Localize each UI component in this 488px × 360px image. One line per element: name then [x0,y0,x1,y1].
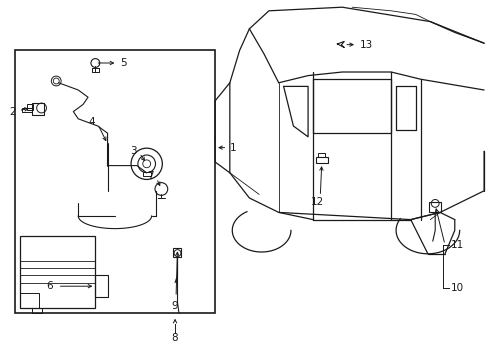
Text: 9: 9 [171,301,178,311]
Bar [318,153,325,157]
Bar [172,248,181,257]
Bar [32,103,44,115]
Text: 3: 3 [130,146,137,156]
Text: 1: 1 [229,143,236,153]
Text: 5: 5 [120,58,126,68]
Text: 6: 6 [46,281,53,291]
Bar [15,50,215,313]
Text: 13: 13 [359,40,372,50]
Text: 8: 8 [171,333,178,343]
Bar [95,275,107,297]
Text: 2: 2 [9,107,16,117]
Text: 7: 7 [147,171,154,181]
Text: 4: 4 [88,117,95,127]
Bar [428,202,440,212]
Text: 10: 10 [450,283,463,293]
Bar [142,172,150,176]
Text: 12: 12 [310,197,324,207]
Bar [315,157,327,163]
Bar [20,236,95,308]
Text: 11: 11 [450,240,463,250]
Bar [20,293,39,308]
Bar [27,104,33,110]
